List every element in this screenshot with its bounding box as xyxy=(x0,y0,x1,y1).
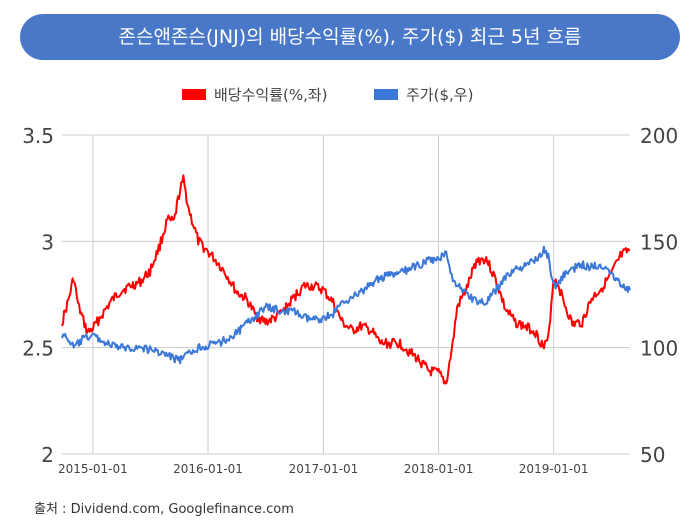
gridlines xyxy=(62,134,630,455)
chart-title: 존슨앤존슨(JNJ)의 배당수익률(%), 주가($) 최근 5년 흐름 xyxy=(20,14,680,60)
axis-ticks: 3.5 200 3 150 2.5 100 2 50 2015-01-01 2016-01-01 2… xyxy=(22,124,678,476)
left-tick-label: 3 xyxy=(41,230,54,254)
legend-swatch xyxy=(374,89,398,100)
legend-label: 주가($,우) xyxy=(406,86,473,104)
right-tick-label: 100 xyxy=(640,337,678,361)
series-line-1 xyxy=(61,245,631,365)
legend: 배당수익률(%,좌) 주가($,우) xyxy=(182,86,473,104)
right-tick-label: 200 xyxy=(640,124,678,148)
legend-swatch xyxy=(182,89,206,100)
series-lines xyxy=(61,174,631,385)
left-tick-label: 2.5 xyxy=(22,337,54,361)
left-tick-label: 3.5 xyxy=(22,124,54,148)
right-tick-label: 50 xyxy=(640,443,665,467)
x-tick-label: 2016-01-01 xyxy=(173,462,243,476)
left-tick-label: 2 xyxy=(41,443,54,467)
x-tick-label: 2018-01-01 xyxy=(404,462,474,476)
source-note: 출처 : Dividend.com, Googlefinance.com xyxy=(34,502,294,517)
x-tick-label: 2017-01-01 xyxy=(289,462,359,476)
legend-label: 배당수익률(%,좌) xyxy=(214,86,328,104)
x-tick-label: 2015-01-01 xyxy=(58,462,128,476)
right-tick-label: 150 xyxy=(640,230,678,254)
x-tick-label: 2019-01-01 xyxy=(519,462,589,476)
series-line-0 xyxy=(61,174,631,385)
